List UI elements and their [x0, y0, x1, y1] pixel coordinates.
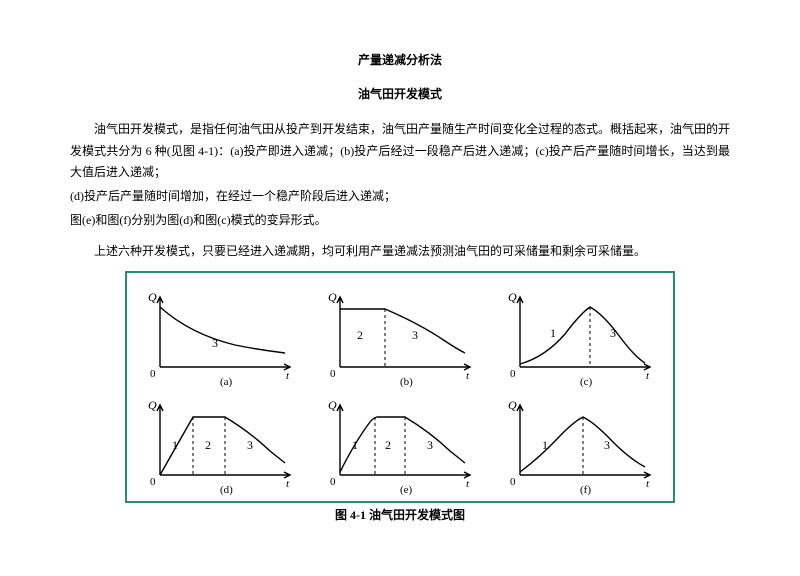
paragraph-1: 油气田开发模式，是指任何油气田从投产到开发结束，油气田产量随生产时间变化全过程的… — [70, 119, 730, 184]
svg-text:(d): (d) — [220, 484, 233, 495]
chart-panel-a: 3 Qt 0 (a) — [135, 279, 305, 387]
svg-text:0: 0 — [330, 476, 336, 488]
svg-text:t: t — [646, 370, 650, 382]
svg-text:3: 3 — [412, 328, 418, 342]
svg-text:Q: Q — [508, 290, 517, 304]
svg-text:Q: Q — [148, 290, 157, 304]
svg-text:3: 3 — [212, 336, 218, 350]
svg-text:t: t — [466, 478, 470, 490]
svg-text:Q: Q — [328, 290, 337, 304]
paragraph-3: 图(e)和图(f)分别为图(d)和图(c)模式的变异形式。 — [70, 210, 730, 232]
svg-text:(b): (b) — [400, 376, 413, 387]
chart-panel-c: 1 3 Qt 0 (c) — [495, 279, 665, 387]
svg-text:2: 2 — [205, 438, 211, 452]
svg-text:t: t — [286, 370, 290, 382]
paragraph-4: 上述六种开发模式，只要已经进入递减期，均可利用产量递减法预测油气田的可采储量和剩… — [70, 241, 730, 263]
svg-text:t: t — [466, 370, 470, 382]
svg-text:1: 1 — [542, 438, 548, 452]
svg-text:1: 1 — [172, 438, 178, 452]
svg-text:(a): (a) — [220, 376, 233, 387]
svg-text:Q: Q — [508, 398, 517, 412]
svg-text:Q: Q — [148, 398, 157, 412]
svg-text:0: 0 — [150, 368, 156, 380]
chart-panel-f: 1 3 Qt 0 (f) — [495, 387, 665, 495]
svg-text:3: 3 — [427, 438, 433, 452]
doc-subtitle: 油气田开发模式 — [70, 84, 730, 106]
chart-panel-b: 2 3 Qt 0 (b) — [315, 279, 485, 387]
svg-text:3: 3 — [610, 326, 616, 340]
svg-text:(e): (e) — [400, 484, 413, 495]
svg-text:2: 2 — [385, 438, 391, 452]
figure-panel-grid: 3 Qt 0 (a) 2 3 Qt 0 (b) 1 3 Qt 0 (c) 1 2 3 Qt 0 (d) 1 2 3 Qt 0 (e… — [125, 271, 675, 503]
svg-text:0: 0 — [330, 368, 336, 380]
chart-panel-e: 1 2 3 Qt 0 (e) — [315, 387, 485, 495]
svg-text:2: 2 — [357, 328, 363, 342]
svg-text:3: 3 — [604, 438, 610, 452]
svg-text:(f): (f) — [580, 484, 591, 495]
doc-title: 产量递减分析法 — [70, 50, 730, 72]
chart-panel-d: 1 2 3 Qt 0 (d) — [135, 387, 305, 495]
svg-text:0: 0 — [150, 476, 156, 488]
svg-text:t: t — [646, 478, 650, 490]
paragraph-2: (d)投产后产量随时间增加，在经过一个稳产阶段后进入递减； — [70, 186, 730, 208]
figure-caption: 图 4-1 油气田开发模式图 — [70, 505, 730, 527]
svg-text:1: 1 — [352, 438, 358, 452]
svg-text:Q: Q — [328, 398, 337, 412]
svg-text:t: t — [286, 478, 290, 490]
svg-text:0: 0 — [510, 476, 516, 488]
figure-4-1: 3 Qt 0 (a) 2 3 Qt 0 (b) 1 3 Qt 0 (c) 1 2 3 Qt 0 (d) 1 2 3 Qt 0 (e… — [70, 271, 730, 527]
svg-text:3: 3 — [247, 438, 253, 452]
svg-text:(c): (c) — [580, 376, 593, 387]
svg-text:1: 1 — [550, 326, 556, 340]
svg-text:0: 0 — [510, 368, 516, 380]
